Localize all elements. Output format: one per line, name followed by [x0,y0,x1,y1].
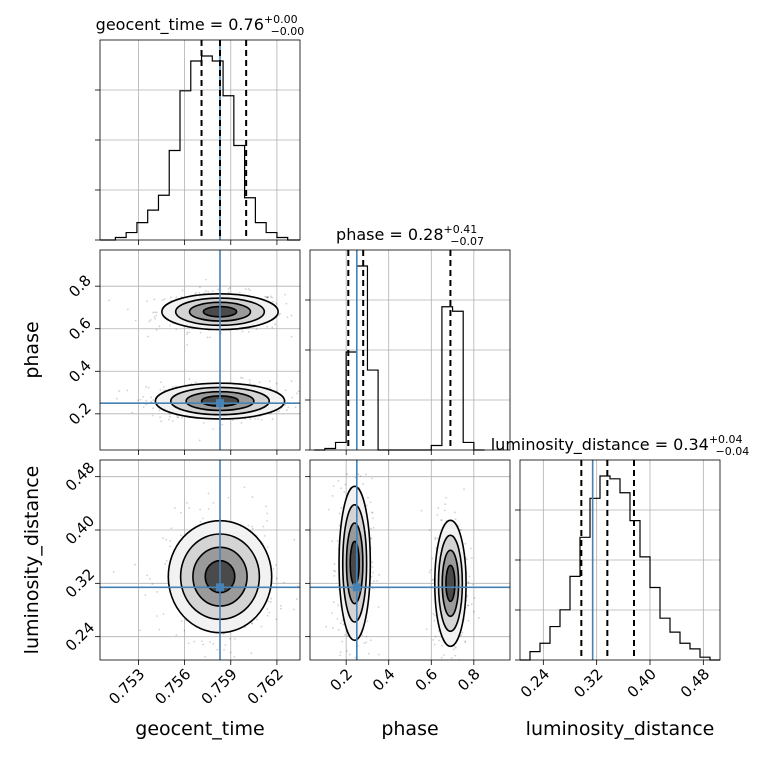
diag-panel-geocent_time: geocent_time = 0.76+0.00 −0.00 [95,13,304,245]
x-tick-label: 0.756 [151,665,194,708]
contour-line [437,534,464,633]
panel-title-luminosity_distance: luminosity_distance = 0.34+0.04 −0.04 [491,433,750,458]
x-tick-label: 0.4 [369,665,399,695]
x-tick-label: 0.6 [412,665,442,695]
x-tick-label: 0.2 [326,665,356,695]
panel-frame [99,459,301,661]
y-axis-label-luminosity_distance: luminosity_distance [21,466,43,655]
density-level [445,565,455,602]
panel-title-phase: phase = 0.28+0.41 −0.07 [336,223,484,248]
x-axis-label-geocent_time: geocent_time [135,718,264,740]
y-tick-label: 0.40 [62,512,98,548]
contour-line [445,564,456,603]
y-tick-label: 0.6 [65,314,95,344]
grid-lines [310,250,510,450]
histogram-phase [314,265,485,451]
density-layer [310,460,510,660]
truth-marker [352,583,361,592]
density-panel-geocent_time-phase [95,249,301,455]
x-tick-label: 0.762 [244,665,287,708]
panel-title-geocent_time: geocent_time = 0.76+0.00 −0.00 [96,13,305,38]
y-tick-label: 0.4 [65,356,95,386]
y-tick-label: 0.32 [62,565,98,601]
grid-lines [100,250,300,450]
x-axis-label-luminosity_distance: luminosity_distance [526,718,715,740]
contour-line [345,522,364,605]
x-tick-label: 0.8 [454,665,484,695]
histogram-geocent_time [100,55,300,241]
y-tick-label: 0.8 [65,271,95,301]
density-panel-geocent_time-luminosity_distance [95,459,301,665]
histogram-luminosity_distance [520,475,720,661]
contour-line [441,549,460,618]
x-axis-label-phase: phase [381,718,438,740]
diag-panel-phase: phase = 0.28+0.41 −0.07 [305,223,511,455]
y-axis-label-phase: phase [21,321,43,378]
y-tick-label: 0.48 [62,458,98,494]
contour-line [338,485,372,642]
contour-line [341,503,368,623]
x-tick-label: 0.759 [198,665,241,708]
y-tick-label: 0.2 [65,399,95,429]
x-tick-label: 0.753 [105,665,148,708]
truth-marker [216,583,224,592]
x-tick-label: 0.32 [570,665,606,701]
panel-frame [309,459,511,661]
contour-line [433,519,467,648]
x-tick-label: 0.48 [677,665,713,701]
density-layer [100,460,300,660]
panel-frame [99,249,301,451]
density-panel-phase-luminosity_distance [305,459,511,665]
x-tick-label: 0.24 [517,665,553,701]
diag-panel-luminosity_distance: luminosity_distance = 0.34+0.04 −0.04 [491,433,750,665]
x-tick-label: 0.40 [624,665,660,701]
y-tick-label: 0.24 [62,618,98,654]
density-layer [100,250,300,450]
grid-lines [100,40,300,240]
truth-marker [216,399,224,408]
